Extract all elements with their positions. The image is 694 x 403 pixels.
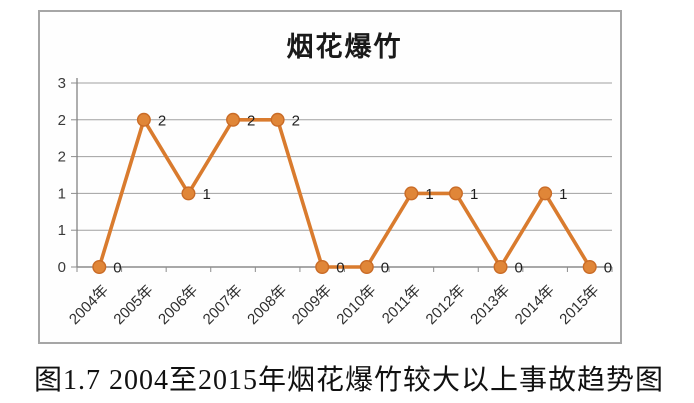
data-point-marker [404,186,419,201]
y-axis-label: 2 [58,149,66,166]
x-axis-label: 2009年 [289,282,335,328]
figure-caption: 图1.7 2004至2015年烟花爆竹较大以上事故趋势图 [34,365,665,396]
y-axis-label: 1 [58,185,66,202]
y-axis-label: 3 [58,75,66,92]
x-axis-label: 2011年 [379,282,424,327]
data-point-marker [582,259,597,274]
data-point-label: 2 [247,112,255,129]
x-axis-label: 2013年 [467,282,513,328]
x-axis-label: 2004年 [66,282,112,328]
data-point-label: 1 [425,186,433,203]
data-point-label: 1 [559,186,567,203]
data-point-marker [181,186,196,201]
y-axis-label: 2 [58,112,66,129]
data-point-marker [315,259,330,274]
chart-frame: 烟花爆竹 0 1 1 2 2 3 0 2004年 2 2005年 1 2006年 2 2007年 2 2008… [38,10,622,344]
data-point-marker [226,112,241,127]
data-point-marker [359,259,374,274]
data-point-label: 2 [158,112,166,129]
x-axis-label: 2005年 [110,282,156,328]
data-point-marker [493,259,508,274]
data-point-label: 0 [113,260,121,277]
data-point-marker [92,259,107,274]
trend-line [97,118,592,269]
data-point-marker [136,112,151,127]
y-axis-label: 1 [58,222,66,239]
data-point-marker [270,112,285,127]
data-point-label: 0 [604,260,612,277]
x-axis-label: 2015年 [556,282,602,328]
data-point-label: 1 [202,186,210,203]
data-point-label: 1 [470,186,478,203]
data-point-label: 2 [292,112,300,129]
x-axis-label: 2012年 [423,282,469,328]
data-point-label: 0 [336,260,344,277]
x-axis-label: 2007年 [200,282,246,328]
data-point-label: 0 [515,260,523,277]
data-point-marker [448,186,463,201]
data-point-marker [538,186,553,201]
y-axis-label: 0 [58,259,66,276]
chart-title: 烟花爆竹 [286,32,403,62]
x-axis-label: 2014年 [512,282,558,328]
x-axis-label: 2008年 [244,282,290,328]
x-axis-label: 2006年 [155,282,201,328]
data-point-label: 0 [381,260,389,277]
x-axis-label: 2010年 [333,282,379,328]
trend-line-chart: 01122302004年22005年12006年22007年22008年0200… [58,75,613,328]
